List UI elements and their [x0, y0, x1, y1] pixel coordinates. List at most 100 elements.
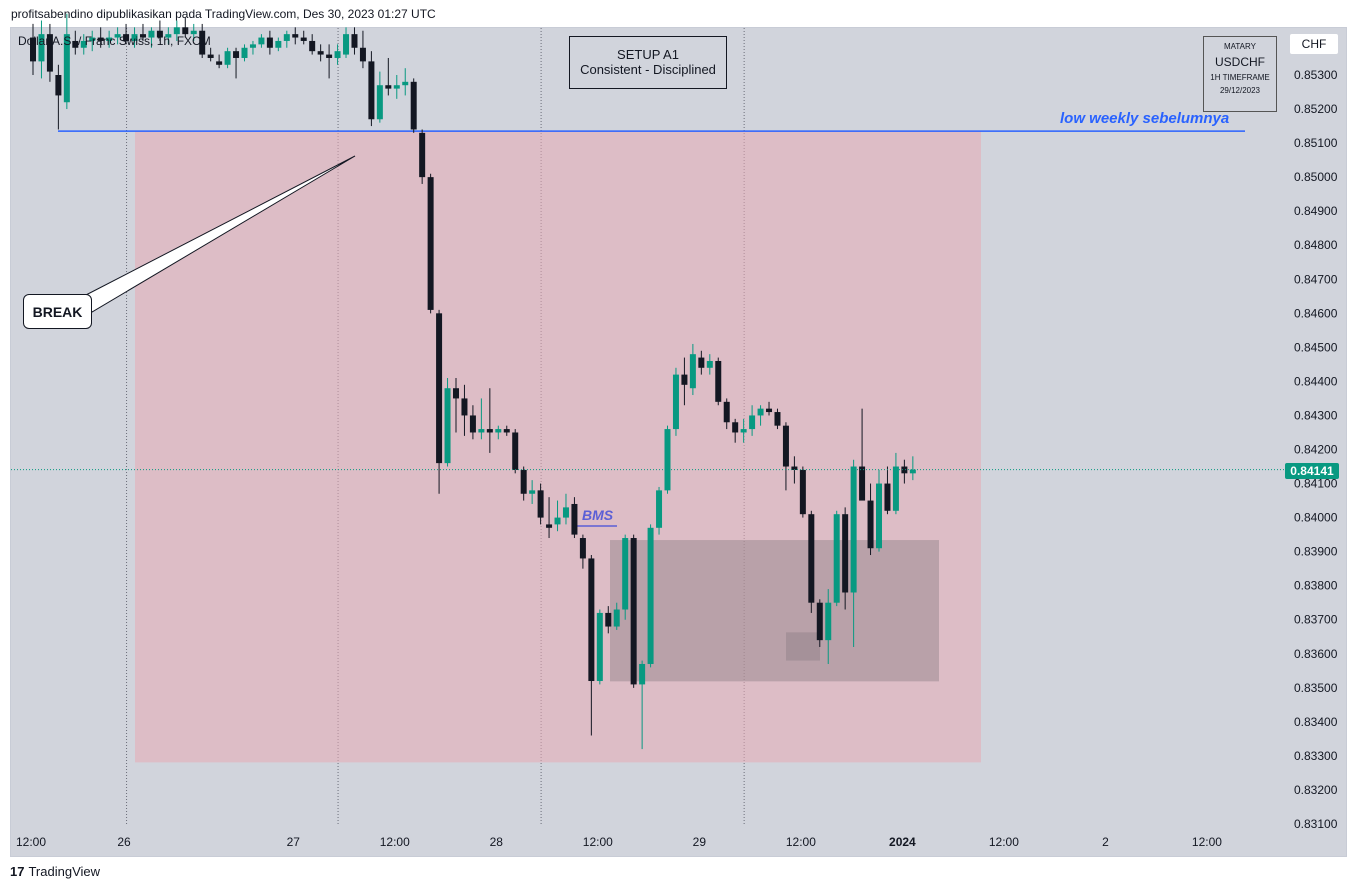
- candle: [410, 78, 417, 133]
- candle-body: [300, 37, 307, 41]
- footer-brand: 17 TradingView: [10, 864, 100, 879]
- price-tick-label: 0.85300: [1294, 68, 1338, 82]
- candle: [909, 456, 916, 481]
- candle-body: [131, 34, 138, 41]
- candle: [402, 68, 409, 96]
- time-tick-label: 29: [693, 835, 707, 849]
- candle: [266, 30, 273, 55]
- candle-body: [740, 429, 747, 433]
- candle-body: [799, 469, 806, 515]
- candle-body: [782, 425, 789, 467]
- time-axis: 12:00 26 27 12:00 28 12:00 29 12:00 2024 12:00 2 12…: [16, 835, 1222, 849]
- setup-title: SETUP A1: [617, 47, 679, 62]
- candle: [503, 425, 510, 436]
- candle: [233, 47, 240, 79]
- candle: [546, 497, 553, 539]
- time-tick-label: 12:00: [989, 835, 1019, 849]
- time-tick-label: 12:00: [16, 835, 46, 849]
- candle: [478, 398, 485, 440]
- candle: [520, 466, 527, 501]
- candle-body: [402, 81, 409, 86]
- candle: [681, 357, 688, 406]
- candle: [715, 357, 722, 406]
- candle-body: [148, 30, 155, 38]
- candle-body: [123, 34, 130, 41]
- candle: [630, 534, 637, 688]
- price-tick-label: 0.84500: [1294, 340, 1338, 354]
- candle-body: [444, 388, 451, 464]
- candle-body: [512, 432, 519, 470]
- supply-zone: [135, 131, 981, 763]
- time-tick-label: 12:00: [1192, 835, 1222, 849]
- candle: [165, 27, 172, 45]
- candle-body: [503, 429, 510, 433]
- currency-button[interactable]: CHF: [1289, 33, 1339, 55]
- candle: [453, 378, 459, 433]
- demand-zone: [610, 540, 939, 682]
- candle: [359, 30, 366, 69]
- candle: [562, 493, 569, 525]
- price-tick-label: 0.83100: [1294, 817, 1338, 831]
- candle-body: [283, 34, 290, 41]
- candle-body: [351, 34, 358, 48]
- candle-body: [605, 612, 612, 627]
- candle-body: [419, 132, 426, 178]
- candle: [833, 510, 840, 607]
- candle-body: [613, 609, 620, 627]
- candle-body: [529, 490, 536, 494]
- candle: [292, 27, 299, 45]
- candle-body: [190, 30, 197, 35]
- price-tick-label: 0.84100: [1294, 477, 1338, 491]
- candle-body: [393, 85, 400, 89]
- watermark-stamp: MATARY USDCHF 1H TIMEFRAME 29/12/2023: [1203, 36, 1277, 112]
- candle-body: [579, 538, 586, 559]
- candle-body: [774, 412, 781, 426]
- candle-body: [596, 612, 603, 682]
- candle: [461, 384, 468, 436]
- candle: [554, 500, 561, 532]
- candle: [224, 47, 231, 69]
- candle: [444, 378, 451, 467]
- candle-body: [216, 61, 223, 65]
- candle-body: [199, 30, 206, 55]
- candle-body: [173, 27, 180, 35]
- candle-body: [385, 85, 392, 89]
- stamp-line2: USDCHF: [1215, 55, 1265, 69]
- time-tick-label: 28: [490, 835, 504, 849]
- candle-body: [537, 490, 544, 518]
- price-tick-label: 0.83600: [1294, 647, 1338, 661]
- candle: [816, 599, 823, 647]
- price-tick-label: 0.84800: [1294, 238, 1338, 252]
- candle-body: [292, 34, 299, 38]
- candle: [63, 13, 70, 110]
- candle-body: [207, 54, 214, 58]
- candle-body: [723, 401, 730, 423]
- candle: [199, 23, 206, 58]
- candle-body: [249, 44, 256, 48]
- candle: [46, 23, 53, 82]
- candle-body: [656, 490, 663, 528]
- candle: [537, 483, 544, 525]
- candle-body: [562, 507, 569, 518]
- candle-body: [791, 466, 798, 470]
- demand-subzone: [786, 632, 820, 661]
- price-tick-label: 0.84300: [1294, 408, 1338, 422]
- last-price-tag: 0.84141: [1285, 463, 1339, 479]
- candle-body: [89, 37, 96, 41]
- candle-body: [689, 354, 696, 389]
- candle-body: [909, 469, 916, 474]
- candle-body: [63, 34, 70, 103]
- candle: [317, 44, 324, 62]
- candle: [605, 606, 612, 634]
- price-tick-label: 0.84400: [1294, 374, 1338, 388]
- candle-body: [46, 34, 53, 72]
- candle-body: [850, 466, 857, 593]
- price-tick-label: 0.83400: [1294, 715, 1338, 729]
- candle: [258, 34, 265, 48]
- candle: [842, 507, 849, 610]
- setup-subtitle: Consistent - Disciplined: [580, 62, 716, 77]
- candle-body: [368, 61, 375, 120]
- candle: [427, 173, 434, 314]
- candle: [495, 425, 502, 440]
